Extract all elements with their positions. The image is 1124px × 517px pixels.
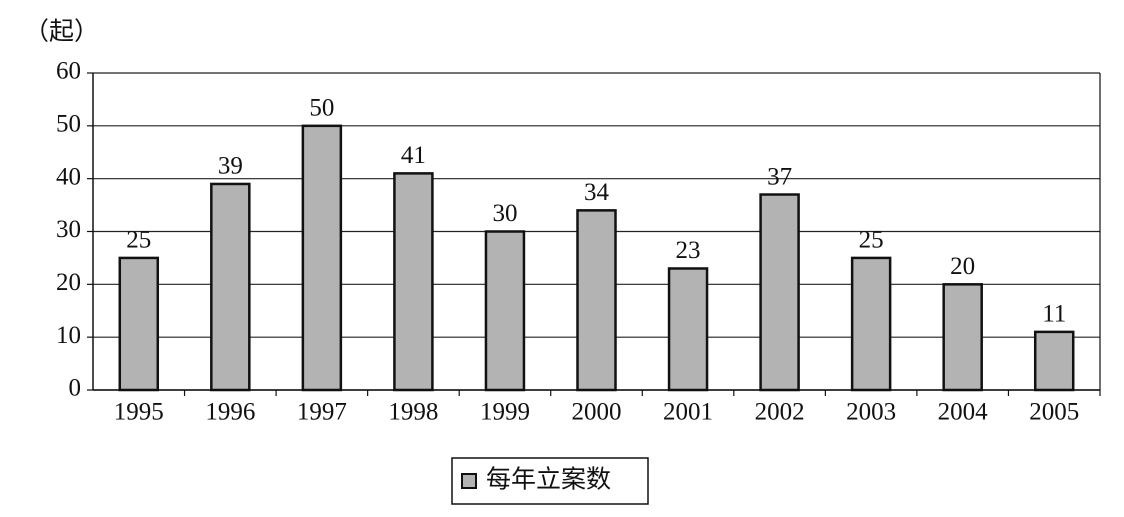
- y-tick-label: 50: [56, 111, 81, 138]
- x-tick-label: 2002: [755, 399, 805, 426]
- data-label: 25: [859, 227, 884, 254]
- x-tick-label: 2001: [663, 399, 713, 426]
- data-label: 34: [584, 179, 610, 206]
- y-tick-label: 40: [56, 163, 81, 190]
- legend-label: 每年立案数: [486, 466, 611, 494]
- bar: [667, 267, 709, 392]
- legend-swatch: [461, 473, 477, 489]
- y-tick-label: 0: [69, 375, 82, 402]
- x-tick-label: 1995: [114, 399, 164, 426]
- x-tick-label: 2005: [1029, 399, 1079, 426]
- x-tick-label: 1996: [205, 399, 255, 426]
- bar: [210, 182, 251, 392]
- bar: [393, 172, 434, 392]
- bar: [484, 230, 526, 392]
- bar: [576, 209, 617, 392]
- x-tick-label: 2004: [938, 399, 989, 426]
- x-tick-label: 1998: [388, 399, 438, 426]
- bar: [942, 283, 983, 392]
- bar: [301, 124, 343, 392]
- y-axis-label: （起）: [24, 18, 99, 46]
- data-label: 41: [401, 142, 426, 169]
- data-label: 30: [492, 200, 517, 227]
- data-label: 50: [309, 95, 334, 122]
- x-tick-label: 1997: [297, 399, 347, 426]
- data-label: 37: [767, 163, 792, 190]
- x-tick-label: 1999: [480, 399, 530, 426]
- data-label: 39: [218, 153, 243, 180]
- x-tick-label: 2000: [572, 399, 622, 426]
- bar: [850, 256, 892, 392]
- data-label: 23: [676, 237, 701, 264]
- y-tick-label: 30: [56, 216, 81, 243]
- bar: [118, 256, 160, 392]
- x-tick-label: 2003: [846, 399, 896, 426]
- data-label: 20: [950, 253, 975, 280]
- data-label: 25: [126, 227, 151, 254]
- bar: [759, 193, 800, 392]
- bar: [1033, 330, 1075, 392]
- y-tick-label: 20: [56, 269, 81, 296]
- legend-frame: [451, 457, 649, 505]
- y-tick-label: 10: [56, 322, 81, 349]
- y-tick-label: 60: [56, 58, 81, 85]
- data-label: 11: [1042, 301, 1066, 328]
